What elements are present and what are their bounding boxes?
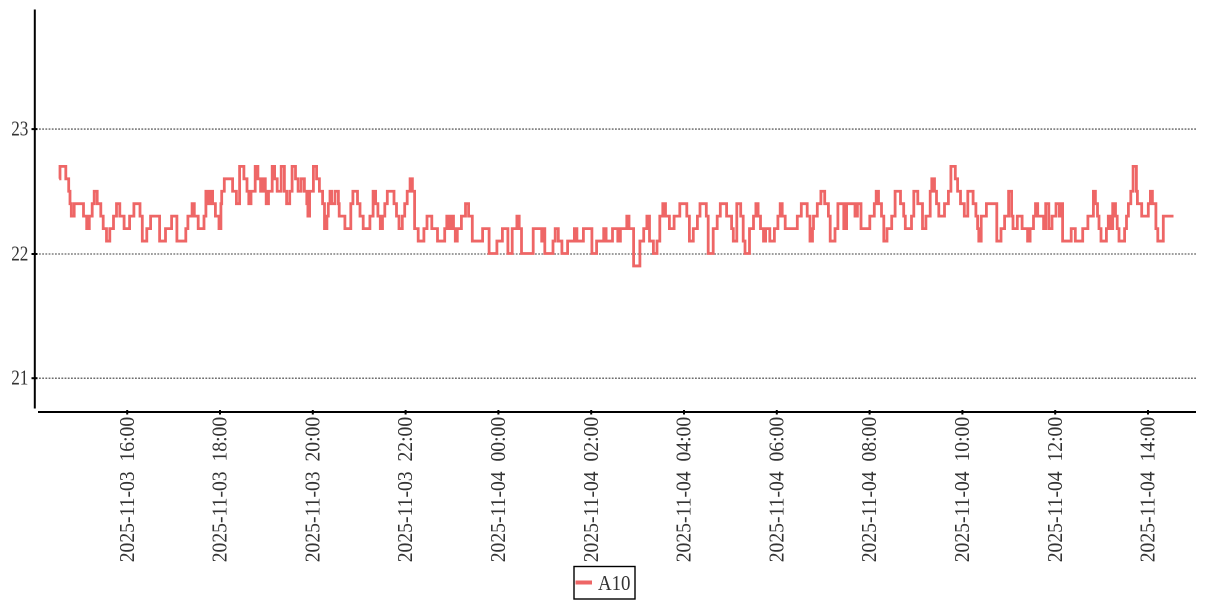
svg-text:23: 23 (11, 117, 28, 141)
svg-text:A10: A10 (598, 571, 631, 595)
svg-text:21: 21 (11, 366, 28, 390)
svg-text:2025-11-04 04:00: 2025-11-04 04:00 (672, 417, 696, 563)
svg-text:2025-11-04 10:00: 2025-11-04 10:00 (950, 417, 974, 563)
svg-text:2025-11-03 22:00: 2025-11-03 22:00 (393, 417, 417, 563)
svg-text:2025-11-04 14:00: 2025-11-04 14:00 (1136, 417, 1160, 563)
svg-text:2025-11-04 06:00: 2025-11-04 06:00 (764, 417, 788, 563)
svg-text:2025-11-04 02:00: 2025-11-04 02:00 (579, 417, 603, 563)
svg-text:2025-11-03 16:00: 2025-11-03 16:00 (115, 417, 139, 563)
svg-text:2025-11-03 18:00: 2025-11-03 18:00 (208, 417, 232, 563)
svg-text:2025-11-04 00:00: 2025-11-04 00:00 (486, 417, 510, 563)
svg-text:2025-11-03 20:00: 2025-11-03 20:00 (300, 417, 324, 563)
svg-text:22: 22 (11, 242, 28, 266)
svg-text:2025-11-04 08:00: 2025-11-04 08:00 (857, 417, 881, 563)
svg-text:2025-11-04 12:00: 2025-11-04 12:00 (1043, 417, 1067, 563)
